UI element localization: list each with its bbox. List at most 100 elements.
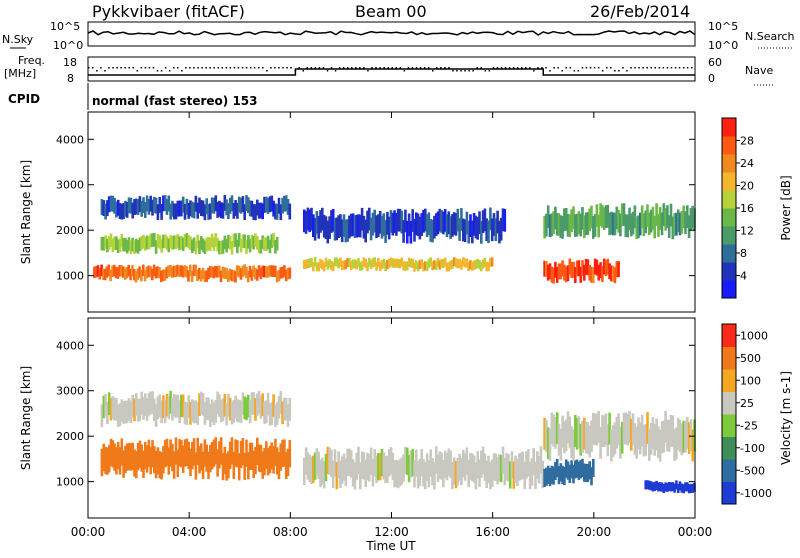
data-cell	[626, 214, 629, 238]
data-cell	[424, 208, 427, 232]
data-cell	[395, 459, 398, 488]
data-cell	[631, 211, 635, 235]
data-cell	[223, 393, 227, 417]
data-cell	[360, 261, 364, 271]
data-cell	[304, 211, 308, 234]
data-cell	[489, 207, 492, 231]
data-cell	[261, 265, 264, 277]
data-cell	[481, 259, 485, 269]
data-cell	[406, 447, 409, 475]
nave-dot	[185, 67, 187, 69]
data-cell	[331, 460, 335, 488]
data-cell	[306, 452, 310, 480]
data-cell	[601, 205, 604, 228]
data-cell	[167, 447, 171, 475]
data-cell	[610, 429, 613, 462]
data-cell	[602, 207, 606, 230]
data-cell	[496, 210, 499, 234]
colorbar-swatch	[722, 136, 736, 155]
data-cell	[113, 264, 116, 277]
data-cell	[631, 413, 635, 446]
data-cell	[490, 257, 494, 267]
data-cell	[501, 208, 505, 232]
data-cell	[147, 236, 151, 250]
nave-dot	[427, 67, 430, 69]
data-cell	[107, 196, 111, 213]
data-cell	[480, 450, 483, 478]
data-cell	[122, 401, 125, 424]
data-cell	[243, 204, 246, 221]
colorbar-tick-label: 12	[740, 225, 754, 238]
data-cell	[630, 418, 633, 451]
data-cell	[490, 218, 494, 242]
data-cell	[109, 195, 113, 212]
data-cell	[469, 214, 472, 237]
data-cell	[113, 236, 116, 250]
data-cell	[218, 394, 221, 417]
data-cell	[335, 461, 339, 490]
freq-tick-bottom: 8	[67, 72, 74, 85]
data-cell	[516, 458, 519, 487]
data-cell	[236, 265, 239, 277]
data-cell	[216, 201, 219, 218]
data-cell	[449, 216, 452, 239]
data-cell	[646, 412, 649, 444]
data-cell	[154, 267, 158, 279]
data-cell	[263, 448, 266, 476]
data-cell	[499, 217, 503, 241]
data-cell	[324, 216, 328, 239]
data-cell	[460, 260, 463, 270]
data-cell	[364, 219, 367, 243]
data-cell	[490, 459, 494, 487]
data-cell	[617, 413, 620, 446]
data-cell	[241, 438, 245, 466]
colorbar-swatch	[722, 436, 736, 460]
colorbar-swatch	[722, 324, 736, 347]
data-cell	[433, 215, 436, 239]
data-cell	[203, 439, 207, 467]
data-cell	[570, 209, 573, 232]
data-cell	[201, 267, 205, 280]
data-cell	[451, 461, 454, 490]
data-cell	[597, 410, 600, 443]
data-cell	[586, 422, 590, 454]
data-cell	[111, 440, 115, 468]
nsky-panel: N.Sky 10^5 10^0 10^5 10^0 N.Search	[2, 20, 795, 52]
data-cell	[142, 197, 145, 214]
data-cell	[586, 212, 590, 235]
y-tick-label: 2000	[56, 430, 84, 443]
nave-dot	[266, 70, 268, 72]
data-cell	[404, 261, 407, 271]
data-cell	[212, 197, 216, 214]
data-cell	[116, 199, 120, 216]
nave-dot	[646, 67, 648, 69]
data-cell	[268, 445, 272, 474]
data-cell	[203, 204, 207, 221]
data-cell	[317, 262, 320, 272]
data-cell	[566, 213, 570, 237]
data-cell	[277, 197, 281, 214]
data-cell	[438, 451, 442, 479]
data-cell	[210, 442, 214, 470]
data-cell	[160, 400, 163, 424]
data-cell	[686, 482, 689, 492]
data-cell	[207, 267, 210, 280]
nave-dot	[419, 67, 422, 69]
data-cell	[353, 462, 357, 490]
data-cell	[684, 482, 687, 492]
data-cell	[214, 437, 218, 465]
data-cell	[689, 419, 693, 452]
data-cell	[254, 268, 257, 280]
data-cell	[116, 404, 120, 427]
data-cell	[192, 438, 196, 466]
data-cell	[368, 207, 371, 231]
data-cell	[476, 258, 479, 268]
data-cell	[151, 268, 154, 281]
data-cell	[283, 195, 286, 212]
nave-dot	[241, 67, 244, 69]
data-cell	[286, 268, 290, 280]
data-cell	[664, 410, 667, 443]
data-cell	[281, 439, 284, 468]
data-cell	[259, 202, 263, 219]
nave-dot	[322, 67, 325, 69]
